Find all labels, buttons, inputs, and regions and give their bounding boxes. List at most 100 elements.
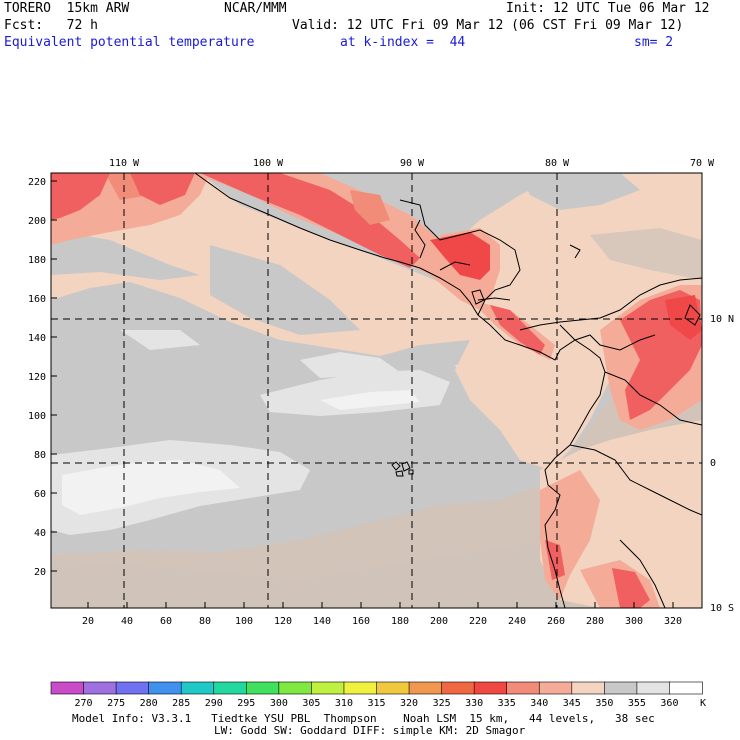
colorbar-swatch <box>538 681 573 695</box>
field-shading <box>51 173 702 608</box>
y-label-40: 40 <box>34 528 46 539</box>
coastlines <box>194 173 702 608</box>
colorbar-swatch <box>473 681 508 695</box>
red-peru-south <box>612 568 650 608</box>
lon-label-100w: 100 W <box>253 158 284 169</box>
galapagos-4 <box>408 469 414 475</box>
longitude-labels: 110 W 100 W 90 W 80 W 70 W <box>109 158 715 169</box>
colorbar-swatch <box>343 681 378 695</box>
warm-tint-south <box>51 290 702 608</box>
x-axis-labels: 20 40 60 80 100 120 140 160 180 200 220 … <box>82 616 682 627</box>
red-venezuela <box>665 295 702 340</box>
colorbar-swatch <box>83 681 117 695</box>
border-honduras <box>439 261 471 271</box>
salmon-mexico <box>350 190 390 225</box>
y-label-100: 100 <box>28 411 46 422</box>
latitude-labels: 10 N 0 10 S <box>710 314 734 614</box>
x-label-120: 120 <box>274 616 292 627</box>
island-coast-1 <box>569 244 581 259</box>
colorbar-label: 320 <box>400 698 418 709</box>
colorbar: 270 275 280 285 290 295 300 305 310 315 320 325 330 3… <box>50 681 706 709</box>
red-northwest-2 <box>130 173 195 205</box>
x-label-160: 160 <box>352 616 370 627</box>
gray-tongue-central <box>210 245 360 335</box>
x-label-20: 20 <box>82 616 94 627</box>
x-label-320: 320 <box>664 616 682 627</box>
colorbar-label: 355 <box>628 698 646 709</box>
init-time: Init: 12 UTC Tue 06 Mar 12 <box>506 1 710 16</box>
colorbar-label: 360 <box>660 698 678 709</box>
colorbar-swatch <box>376 681 410 695</box>
light-patch-mid <box>260 370 450 416</box>
warm-tint-band <box>51 520 570 608</box>
colorbar-label: 275 <box>107 698 125 709</box>
galapagos-1 <box>391 461 401 471</box>
gray-tongue-west <box>51 230 200 280</box>
tan-caribbean <box>590 228 702 280</box>
border-colombia-north <box>559 324 656 351</box>
field-name: Equivalent potential temperature <box>4 35 255 50</box>
colorbar-swatch <box>180 681 215 695</box>
border-peru-bolivia <box>619 539 666 608</box>
y-label-60: 60 <box>34 489 46 500</box>
colorbar-label: 300 <box>270 698 288 709</box>
x-label-100: 100 <box>235 616 253 627</box>
lat-label-equator: 0 <box>710 458 716 469</box>
x-label-260: 260 <box>547 616 565 627</box>
colorbar-label: 315 <box>367 698 385 709</box>
x-label-140: 140 <box>313 616 331 627</box>
colorbar-swatch <box>148 681 182 695</box>
x-label-240: 240 <box>508 616 526 627</box>
y-label-180: 180 <box>28 255 46 266</box>
border-peru-north <box>569 444 702 516</box>
light-patch-northwest <box>120 330 200 350</box>
x-axis-ticks <box>87 602 674 608</box>
y-label-140: 140 <box>28 333 46 344</box>
lon-label-70w: 70 W <box>690 158 715 169</box>
model-info-line1: Model Info: V3.3.1 Tiedtke YSU PBL Thomp… <box>72 712 655 725</box>
model-info-line2: LW: Godd SW: Goddard DIFF: simple KM: 2D… <box>214 724 526 737</box>
colorbar-label: 310 <box>335 698 353 709</box>
colorbar-label: 350 <box>595 698 613 709</box>
x-label-40: 40 <box>121 616 133 627</box>
y-label-220: 220 <box>28 177 46 188</box>
lon-label-90w: 90 W <box>400 158 425 169</box>
colorbar-label: 335 <box>498 698 516 709</box>
y-label-160: 160 <box>28 294 46 305</box>
colorbar-label: 305 <box>302 698 320 709</box>
x-label-180: 180 <box>391 616 409 627</box>
y-axis-ticks <box>51 180 57 572</box>
colorbar-swatch <box>213 681 248 695</box>
lake-nicaragua <box>471 289 485 305</box>
y-label-20: 20 <box>34 567 46 578</box>
y-label-120: 120 <box>28 372 46 383</box>
forecast-hour: Fcst: 72 h <box>4 18 98 33</box>
x-label-300: 300 <box>625 616 643 627</box>
colorbar-swatch <box>506 681 541 695</box>
gray-caribbean <box>520 173 640 210</box>
valid-time: Valid: 12 UTC Fri 09 Mar 12 (06 CST Fri … <box>292 18 684 33</box>
colorbar-label: 345 <box>563 698 581 709</box>
white-patch-mid <box>320 390 420 410</box>
level-label: at k-index = 44 <box>340 35 466 50</box>
colorbar-swatch <box>571 681 606 695</box>
x-label-280: 280 <box>586 616 604 627</box>
colorbar-swatch <box>115 681 150 695</box>
lake-maracaibo <box>684 304 701 326</box>
colorbar-label: 290 <box>205 698 223 709</box>
organization-label: NCAR/MMM <box>224 1 287 16</box>
white-patch-southwest <box>62 460 240 515</box>
colorbar-label: 280 <box>140 698 158 709</box>
lat-label-10s: 10 S <box>710 603 734 614</box>
warm-region-southeast <box>540 420 702 608</box>
salmon-northwest <box>105 173 150 200</box>
colorbar-swatch <box>636 681 671 695</box>
colorbar-label: 295 <box>237 698 255 709</box>
galapagos-3 <box>395 470 404 477</box>
caribbean-coast-central-america <box>399 199 521 316</box>
colorbar-swatch <box>50 681 85 695</box>
red-peru-coast <box>545 540 565 580</box>
y-label-80: 80 <box>34 450 46 461</box>
x-label-60: 60 <box>160 616 172 627</box>
